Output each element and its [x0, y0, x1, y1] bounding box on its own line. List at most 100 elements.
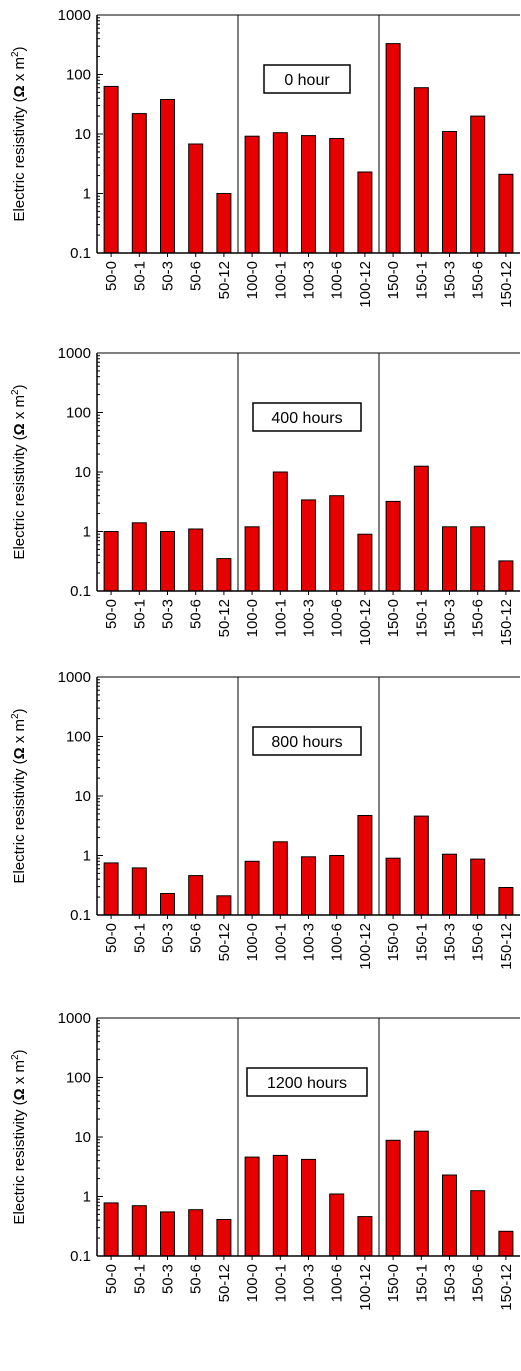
x-tick-label: 150-0 [385, 261, 402, 299]
x-tick-label: 150-3 [442, 261, 459, 299]
x-tick-label: 150-1 [413, 1264, 430, 1302]
y-tick-label: 10 [74, 126, 91, 143]
x-tick-label: 150-12 [498, 261, 515, 308]
x-tick-label: 100-3 [301, 923, 318, 961]
bar-50-0 [103, 531, 119, 592]
x-tick-label: 150-6 [470, 1264, 487, 1302]
bar-50-6 [188, 528, 204, 592]
bar-100-6 [329, 855, 345, 916]
x-tick-label: 100-6 [329, 261, 346, 299]
x-tick-label: 100-6 [329, 599, 346, 637]
bar-50-12 [216, 193, 232, 254]
y-tick-label: 1000 [58, 345, 91, 362]
x-tick-label: 150-0 [385, 1264, 402, 1302]
x-tick-label: 100-6 [329, 923, 346, 961]
x-tick-label: 100-1 [272, 261, 289, 299]
x-tick-label: 50-12 [216, 261, 233, 299]
bar-100-0 [244, 860, 260, 916]
bar-50-12 [216, 558, 232, 592]
x-tick-label: 150-12 [498, 1264, 515, 1311]
x-tick-label: 150-6 [470, 599, 487, 637]
chart-panel-2: 0.1 1 10 100 1000 50-0 50-1 50-3 50-6 50-12 100-0 1… [10, 669, 520, 970]
bar-150-3 [442, 853, 457, 916]
bar-50-1 [131, 867, 147, 916]
bar-100-0 [244, 526, 260, 592]
x-tick-label: 150-6 [470, 261, 487, 299]
bar-150-0 [385, 857, 401, 916]
y-tick-label: 1 [83, 1189, 91, 1206]
bar-150-3 [442, 526, 457, 592]
bar-150-6 [470, 1190, 486, 1257]
x-tick-label: 50-6 [188, 261, 205, 291]
y-tick-label: 10 [74, 464, 91, 481]
bar-50-3 [160, 893, 175, 916]
bar-100-12 [357, 815, 373, 916]
bar-100-12 [357, 1216, 373, 1257]
bar-100-3 [301, 1158, 316, 1257]
x-tick-label: 50-0 [103, 599, 120, 629]
bar-50-0 [103, 1202, 119, 1257]
bar-150-6 [470, 115, 486, 254]
x-tick-label: 100-12 [357, 923, 374, 970]
bar-50-3 [160, 99, 175, 254]
bar-50-1 [131, 113, 147, 254]
x-tick-label: 50-12 [216, 599, 233, 637]
y-tick-label: 0.1 [70, 1248, 91, 1265]
bar-100-6 [329, 138, 345, 254]
x-tick-label: 50-3 [160, 599, 177, 629]
bar-150-1 [413, 815, 429, 916]
bar-150-1 [413, 465, 429, 592]
x-tick-label: 100-1 [272, 599, 289, 637]
bar-100-1 [272, 841, 288, 916]
x-tick-label: 150-0 [385, 599, 402, 637]
bar-100-6 [329, 495, 345, 592]
bar-50-6 [188, 143, 204, 254]
y-tick-label: 0.1 [70, 907, 91, 924]
x-tick-label: 150-1 [413, 923, 430, 961]
y-tick-label: 1 [83, 186, 91, 203]
annotation-box [246, 1067, 368, 1097]
y-tick-label: 0.1 [70, 583, 91, 600]
y-tick-label: 100 [66, 729, 91, 746]
x-tick-label: 150-0 [385, 923, 402, 961]
bar-100-6 [329, 1193, 345, 1257]
x-tick-label: 50-6 [188, 599, 205, 629]
bar-150-12 [498, 173, 514, 254]
x-tick-label: 150-12 [498, 599, 515, 646]
x-tick-label: 50-1 [131, 1264, 148, 1294]
bar-50-0 [103, 862, 119, 916]
bar-50-3 [160, 1211, 175, 1257]
bar-100-3 [301, 499, 316, 592]
x-tick-label: 50-3 [160, 1264, 177, 1294]
x-tick-label: 100-1 [272, 923, 289, 961]
x-tick-label: 150-3 [442, 1264, 459, 1302]
x-tick-label: 50-3 [160, 261, 177, 291]
x-tick-label: 50-6 [188, 923, 205, 953]
bar-50-6 [188, 875, 204, 916]
x-tick-label: 100-12 [357, 1264, 374, 1311]
bar-150-0 [385, 1139, 401, 1257]
bar-100-3 [301, 135, 316, 254]
y-tick-label: 1000 [58, 7, 91, 24]
x-tick-label: 150-12 [498, 923, 515, 970]
y-tick-label: 10 [74, 788, 91, 805]
bar-150-1 [413, 87, 429, 254]
x-tick-label: 50-0 [103, 923, 120, 953]
bar-150-6 [470, 526, 486, 592]
x-tick-label: 50-0 [103, 1264, 120, 1294]
y-tick-label: 1 [83, 524, 91, 541]
bar-50-12 [216, 1219, 232, 1257]
bar-50-6 [188, 1209, 204, 1257]
chart-panel-1: 0.1 1 10 100 1000 50-0 50-1 50-3 50-6 50-12 100-0 1… [10, 345, 520, 646]
x-tick-label: 150-6 [470, 923, 487, 961]
x-tick-label: 50-12 [216, 1264, 233, 1302]
annotation-box [252, 726, 362, 756]
bar-100-12 [357, 171, 373, 254]
x-tick-label: 100-1 [272, 1264, 289, 1302]
x-tick-label: 100-3 [301, 1264, 318, 1302]
bar-150-1 [413, 1130, 429, 1257]
x-tick-label: 150-3 [442, 923, 459, 961]
x-tick-label: 100-6 [329, 1264, 346, 1302]
x-tick-label: 100-0 [244, 923, 261, 961]
